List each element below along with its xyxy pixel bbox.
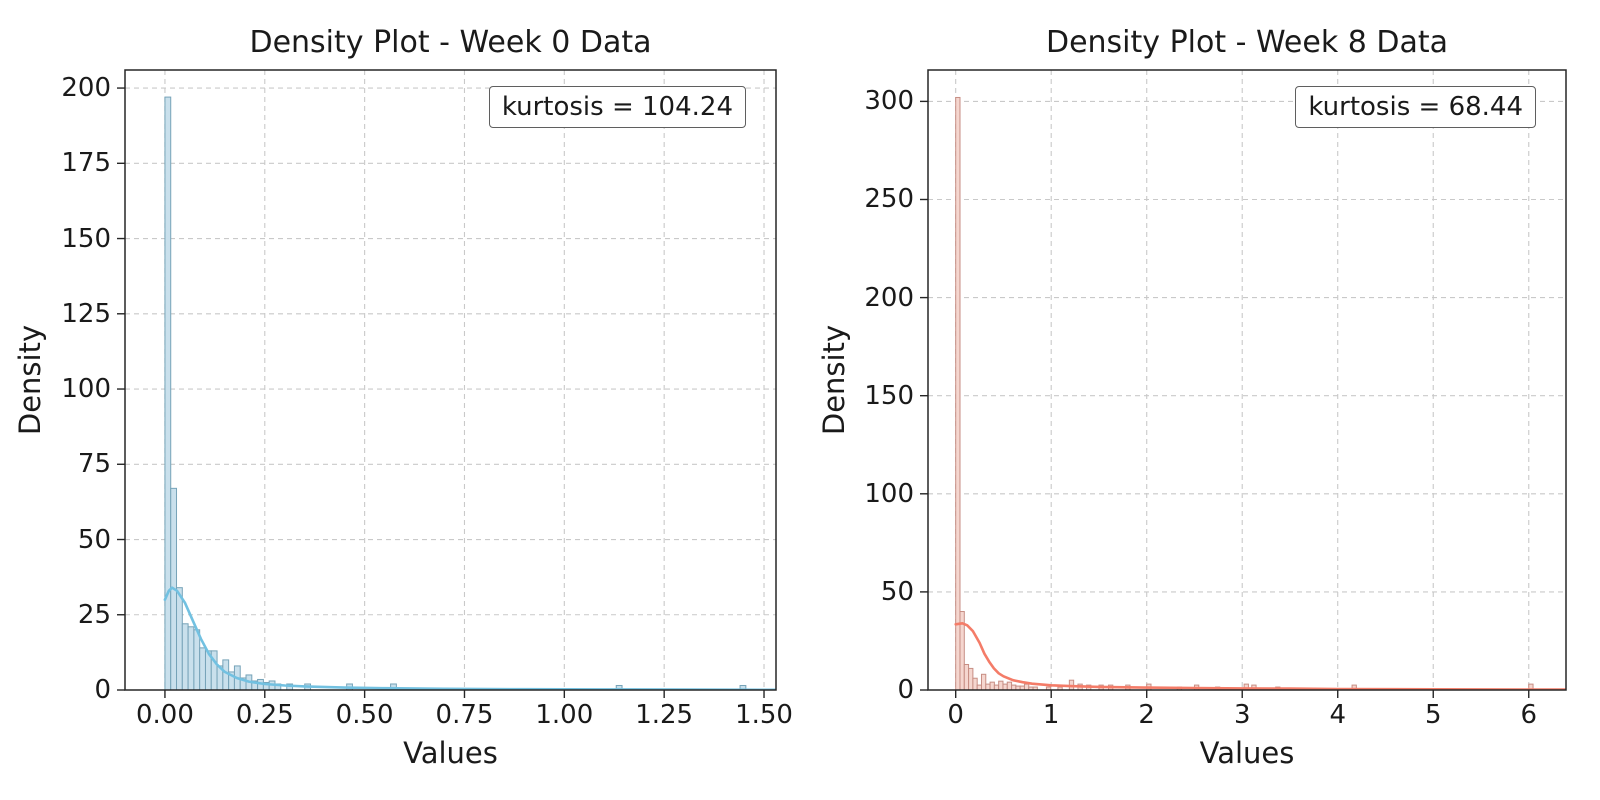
plot1-y-tick-label: 100 (864, 478, 914, 509)
plot0-frame (124, 69, 777, 691)
plot0-y-tick-label: 25 (77, 599, 111, 630)
plot1-bar (968, 667, 974, 690)
plot1-bar (1006, 681, 1013, 690)
plot1-y-tick-label: 50 (880, 576, 914, 607)
plot0-x-tick-label: 0.00 (135, 700, 194, 730)
plot1-bar (980, 673, 987, 690)
plot0-gridlines (125, 70, 776, 691)
plot0-x-axis-label: Values (403, 736, 498, 770)
plot0-bar (187, 626, 195, 690)
plot1-y-tick-label: 200 (864, 282, 914, 313)
plot0-y-tick-label: 100 (61, 374, 111, 405)
plot1-bar (985, 683, 991, 690)
plot0-x-tick-label: 1.25 (635, 700, 694, 730)
plot1-x-tick-label: 3 (1233, 700, 1251, 730)
plot0-title: Density Plot - Week 0 Data (249, 25, 652, 60)
plot1-bar (1243, 683, 1249, 690)
plot0-x-tick-label: 1.00 (535, 700, 594, 730)
plot1-histogram-bars (955, 96, 1534, 690)
plot0-x-tick-label: 1.50 (735, 700, 793, 730)
plot1-bar (998, 680, 1004, 690)
plot1-y-tick-label: 150 (864, 380, 914, 411)
plot1-x-tick-label: 5 (1424, 700, 1442, 730)
plot0-y-tick-label: 0 (94, 675, 111, 705)
plot1-bar (1002, 683, 1008, 690)
plot1-x-axis-label: Values (1199, 736, 1295, 770)
plot0-bar (222, 659, 230, 690)
plot1-x-tick-label: 1 (1042, 700, 1060, 730)
plot1-bar (972, 677, 978, 690)
plot0-bar (199, 647, 206, 690)
plot0-kurtosis-annotation: kurtosis = 104.24 (488, 86, 746, 128)
plot0-x-tick-label: 0.25 (235, 700, 294, 730)
plot1-kurtosis-annotation: kurtosis = 68.44 (1295, 86, 1536, 128)
plot1-y-tick-label: 250 (864, 184, 914, 215)
plot0-bar (181, 623, 189, 690)
plot1-kde-curve (954, 621, 1566, 690)
plot1-y-tick-label: 0 (897, 675, 914, 705)
plot0-x-tick-label: 0.50 (335, 700, 394, 730)
plot1-frame (927, 69, 1567, 691)
plot0-y-tick-label: 175 (61, 148, 111, 179)
plot0-y-tick-label: 150 (61, 223, 111, 254)
plot0-tick-marks (117, 87, 765, 698)
plot0-kde-curve (163, 586, 776, 690)
plot0-bar (176, 587, 183, 690)
plot1-tick-marks (920, 100, 1530, 698)
plot0-histogram-bars (164, 96, 747, 690)
plot0-y-tick-label: 200 (61, 73, 111, 104)
plot1-y-tick-label: 300 (864, 86, 914, 117)
plot1-bar (989, 681, 995, 690)
plot1-bar (1023, 683, 1030, 690)
plot0-y-tick-label: 50 (77, 524, 111, 555)
plot1-bar (955, 96, 961, 690)
plot1-x-tick-label: 0 (947, 700, 964, 730)
plot1-bar (1528, 683, 1534, 690)
plot1-bar (963, 663, 970, 690)
plot1-title: Density Plot - Week 8 Data (1045, 25, 1448, 60)
plot0-bar (193, 629, 201, 690)
plot0-bar (164, 96, 172, 690)
plot1-x-tick-label: 6 (1520, 700, 1538, 730)
plot0-x-tick-label: 0.75 (435, 700, 494, 730)
plot0-y-tick-label: 75 (77, 449, 111, 480)
plot0-y-tick-label: 125 (61, 298, 111, 329)
plot1-x-tick-label: 2 (1138, 700, 1155, 730)
plot1-x-tick-label: 4 (1329, 700, 1346, 730)
plot1-gridlines (928, 70, 1566, 691)
